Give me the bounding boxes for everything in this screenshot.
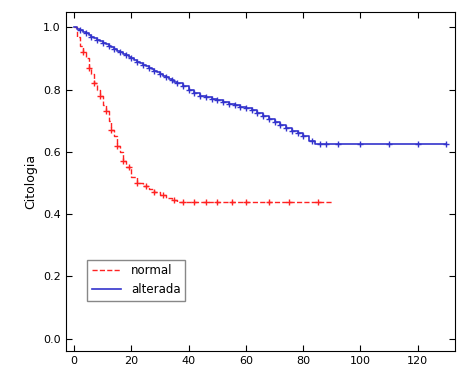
Legend: normal, alterada: normal, alterada — [87, 260, 185, 301]
Y-axis label: Citologia: Citologia — [24, 154, 38, 209]
